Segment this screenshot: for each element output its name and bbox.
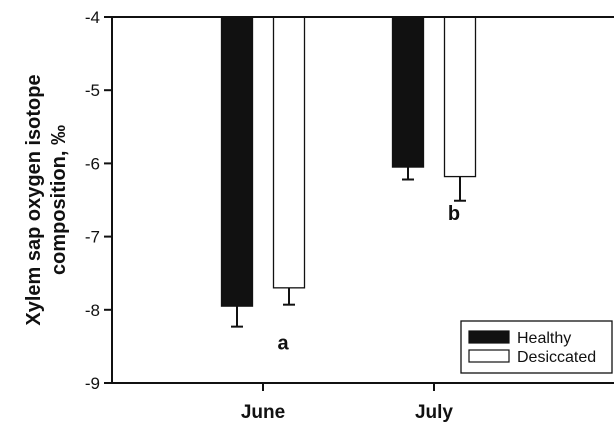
legend-label-desiccated: Desiccated: [517, 349, 596, 366]
y-tick-label: -9: [85, 374, 100, 393]
error-bars: [231, 167, 466, 328]
y-tick-label: -6: [85, 154, 100, 173]
bars: [220, 16, 477, 307]
legend-swatch-healthy: [468, 330, 510, 344]
y-axis-title-line-2: composition, ‰: [48, 125, 70, 275]
bar-healthy-june: [220, 16, 254, 307]
legend-label-healthy: Healthy: [517, 330, 571, 347]
bar-healthy-july: [391, 16, 425, 168]
axes: -4 -5 -6 -7 -8 -9 June July: [85, 8, 614, 423]
legend-box: [460, 320, 613, 374]
y-axis-title: Xylem sap oxygen isotope composition, ‰: [23, 74, 70, 325]
legend: Healthy Desiccated: [460, 320, 613, 374]
x-tick-label-june: June: [241, 402, 285, 423]
annotations: ab: [277, 203, 460, 355]
y-tick-label: -7: [85, 228, 100, 247]
y-tick-label: -4: [85, 8, 100, 27]
y-tick-label: -8: [85, 301, 100, 320]
bar-desiccated-june: [272, 16, 306, 289]
y-tick-label: -5: [85, 81, 100, 100]
legend-swatch-desiccated: [468, 349, 510, 363]
annotation-b: b: [448, 203, 460, 225]
annotation-a: a: [277, 333, 289, 355]
bar-desiccated-july: [443, 16, 477, 178]
y-axis-title-line-1: Xylem sap oxygen isotope: [23, 74, 45, 325]
x-tick-label-july: July: [415, 402, 453, 423]
